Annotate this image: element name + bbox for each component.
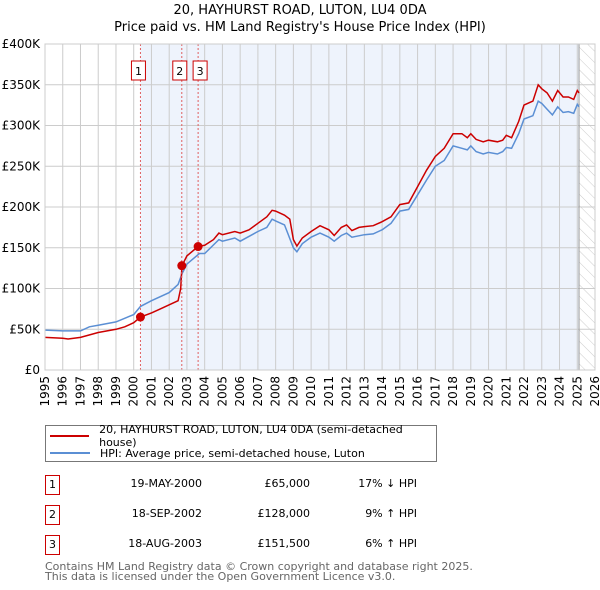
transaction-date: 18-SEP-2002 <box>131 507 202 520</box>
transaction-hpi: 6% ↑ HPI <box>365 537 417 550</box>
property-line <box>44 83 580 340</box>
x-tick-label: 2000 <box>127 376 141 407</box>
transaction-marker: 1 <box>45 475 60 495</box>
sale-label-box <box>172 60 188 81</box>
transaction-row: 3 18-AUG-2003 £151,500 6% ↑ HPI <box>45 535 465 555</box>
x-tick-label: 2008 <box>269 376 283 407</box>
x-tick-label: 2010 <box>304 376 318 407</box>
x-tick-label: 2004 <box>198 376 212 407</box>
y-tick-label: £200K <box>2 200 42 214</box>
sale-point <box>135 312 145 322</box>
sale-label-box <box>130 60 146 81</box>
x-tick-label: 2002 <box>162 376 176 407</box>
chart-subtitle: Price paid vs. HM Land Registry's House … <box>114 20 486 35</box>
sale-point <box>177 261 187 271</box>
x-tick-label: 1995 <box>38 376 52 407</box>
x-tick-label: 2024 <box>553 376 567 407</box>
chart-legend: 20, HAYHURST ROAD, LUTON, LU4 0DA (semi-… <box>45 423 437 462</box>
x-tick-label: 2005 <box>215 376 229 407</box>
x-tick-label: 2022 <box>517 376 531 407</box>
transaction-row: 1 19-MAY-2000 £65,000 17% ↓ HPI <box>45 475 465 495</box>
x-tick-label: 1997 <box>73 376 87 407</box>
legend-swatch-red <box>50 435 90 437</box>
plot-border <box>44 43 596 371</box>
footer-copyright: Contains HM Land Registry data © Crown c… <box>45 560 473 573</box>
x-tick-label: 2016 <box>411 376 425 407</box>
x-tick-label: 1996 <box>56 376 70 407</box>
x-tick-label: 2023 <box>535 376 549 407</box>
sale-label: 2 <box>176 65 183 78</box>
x-tick-label: 1998 <box>91 376 105 407</box>
y-tick-label: £100K <box>2 282 42 296</box>
x-tick-label: 2001 <box>144 376 158 407</box>
y-tick-label: £0 <box>25 363 40 377</box>
x-tick-label: 2018 <box>446 376 460 407</box>
chart-title: 20, HAYHURST ROAD, LUTON, LU4 0DA <box>173 3 427 18</box>
transaction-date: 19-MAY-2000 <box>130 477 202 490</box>
x-tick-label: 2020 <box>482 376 496 407</box>
transaction-price: £128,000 <box>257 507 311 520</box>
x-tick-label: 2012 <box>340 376 354 407</box>
legend-item-hpi: HPI: Average price, semi-detached house,… <box>46 445 365 461</box>
x-tick-label: 2014 <box>375 376 389 407</box>
footer-licence: This data is licensed under the Open Gov… <box>45 570 396 583</box>
transaction-marker: 3 <box>45 535 60 555</box>
transaction-marker: 2 <box>45 505 60 525</box>
x-tick-label: 2019 <box>464 376 478 407</box>
sale-label-box <box>192 60 208 81</box>
sale-label: 3 <box>197 65 204 78</box>
x-tick-label: 2025 <box>570 376 584 407</box>
x-tick-label: 2006 <box>233 376 247 407</box>
legend-label-property: 20, HAYHURST ROAD, LUTON, LU4 0DA (semi-… <box>99 423 403 449</box>
transaction-row: 2 18-SEP-2002 £128,000 9% ↑ HPI <box>45 505 465 525</box>
y-tick-label: £400K <box>2 37 42 51</box>
hpi-line <box>44 99 580 332</box>
x-tick-label: 2017 <box>428 376 442 407</box>
transaction-price: £151,500 <box>257 537 311 550</box>
y-tick-label: £300K <box>2 119 42 133</box>
legend-swatch-blue <box>50 452 90 454</box>
sale-label: 1 <box>135 65 142 78</box>
y-tick-label: £150K <box>2 241 42 255</box>
transaction-hpi: 17% ↓ HPI <box>358 477 417 490</box>
x-tick-label: 2011 <box>322 376 336 407</box>
x-tick-label: 2007 <box>251 376 265 407</box>
x-tick-label: 2003 <box>180 376 194 407</box>
legend-label-hpi: HPI: Average price, semi-detached house,… <box>100 446 365 460</box>
x-tick-label: 2009 <box>286 376 300 407</box>
y-tick-label: £350K <box>2 78 42 92</box>
x-tick-label: 2013 <box>357 376 371 407</box>
transaction-price: £65,000 <box>264 477 311 490</box>
legend-item-property: 20, HAYHURST ROAD, LUTON, LU4 0DA (semi-… <box>46 423 436 449</box>
transaction-date: 18-AUG-2003 <box>128 537 202 550</box>
y-tick-label: £50K <box>9 322 41 336</box>
sale-point <box>193 242 203 252</box>
y-tick-label: £250K <box>2 159 42 173</box>
x-tick-label: 2026 <box>588 376 600 407</box>
transaction-hpi: 9% ↑ HPI <box>365 507 417 520</box>
x-tick-label: 2021 <box>499 376 513 407</box>
x-tick-label: 1999 <box>109 376 123 407</box>
x-tick-label: 2015 <box>393 376 407 407</box>
